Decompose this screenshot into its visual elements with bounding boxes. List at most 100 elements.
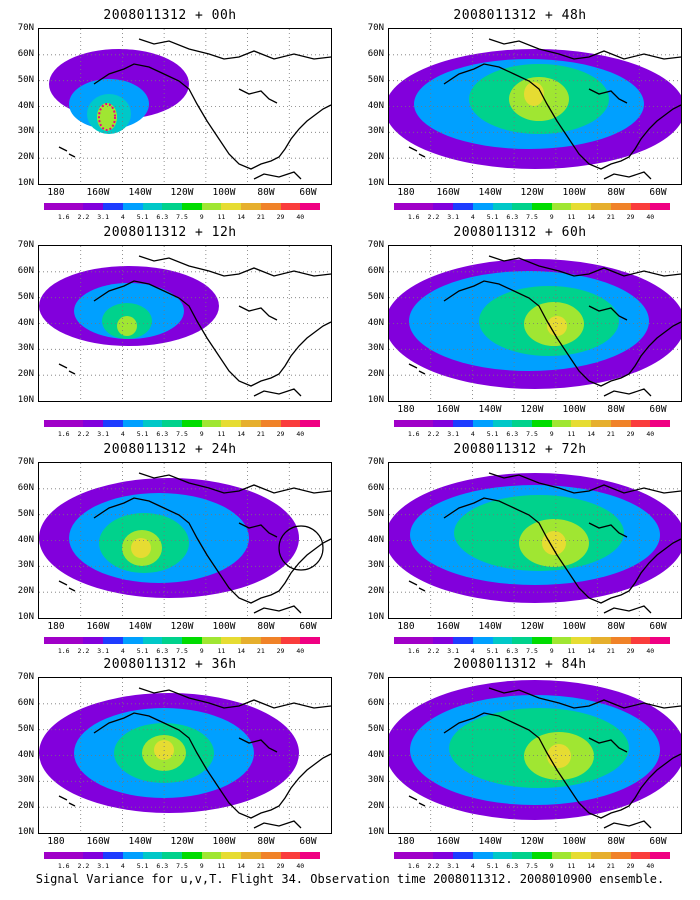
- colorbar-label: 3.1: [97, 213, 110, 221]
- colorbar-swatch: [472, 637, 493, 644]
- panel-title: 2008011312 + 84h: [453, 657, 587, 672]
- variance-map: [38, 677, 332, 834]
- colorbar-swatch: [103, 420, 123, 427]
- colorbar-label: 2.2: [427, 647, 440, 655]
- panel-title: 2008011312 + 72h: [453, 442, 587, 457]
- colorbar-swatch: [551, 637, 572, 644]
- colorbar-swatch: [221, 203, 242, 210]
- colorbar-swatch: [280, 852, 301, 859]
- colorbar-swatch: [63, 203, 84, 210]
- colorbar-label: 9: [199, 213, 204, 221]
- lat-tick-label: 40N: [17, 317, 34, 328]
- coastline: [408, 255, 681, 397]
- colorbar-label: 2.2: [77, 862, 90, 870]
- colorbar-label: 1.6: [57, 862, 70, 870]
- lon-tick-label: 80W: [607, 187, 625, 198]
- lon-tick-label: 160W: [436, 621, 460, 632]
- lon-tick-label: 100W: [562, 621, 586, 632]
- lon-tick-label: 100W: [562, 404, 586, 415]
- colorbar-swatch: [241, 203, 261, 210]
- colorbar-labels: 1.6 2.2 3.1 4 5.1 6.3 7.5 9 11 14 21 29 40: [44, 430, 320, 439]
- colorbar-label: 29: [276, 430, 285, 438]
- lat-tick-label: 60N: [367, 697, 384, 708]
- lat-tick-label: 40N: [17, 749, 34, 760]
- lat-tick-label: 60N: [367, 48, 384, 59]
- colorbar: [394, 203, 671, 210]
- lat-tick-label: 10N: [17, 178, 34, 188]
- colorbar-swatch: [300, 420, 321, 427]
- colorbar-swatch: [241, 420, 261, 427]
- colorbar-swatch: [103, 852, 123, 859]
- colorbar-swatch: [433, 203, 454, 210]
- colorbar-label: 11: [567, 862, 576, 870]
- colorbar-label: 21: [256, 213, 265, 221]
- colorbar-label: 4: [120, 647, 125, 655]
- panel-title: 2008011312 + 36h: [103, 657, 237, 672]
- colorbar-swatch: [630, 852, 651, 859]
- colorbar-label: 2.2: [427, 430, 440, 438]
- variance-map: [388, 28, 682, 185]
- colorbar-labels: 1.6 2.2 3.1 4 5.1 6.3 7.5 9 11 14 21 29 40: [44, 647, 320, 656]
- colorbar-swatch: [394, 420, 414, 427]
- lat-tick-label: 50N: [17, 291, 34, 302]
- colorbar-label: 1.6: [57, 430, 70, 438]
- coastline: [58, 255, 331, 397]
- colorbar-swatch: [630, 420, 651, 427]
- colorbar-swatch: [492, 852, 513, 859]
- lat-tick-label: 10N: [17, 827, 34, 837]
- colorbar-label: 6.3: [506, 213, 519, 221]
- lon-tick-label: 160W: [86, 836, 110, 847]
- colorbar-label: 2.2: [77, 430, 90, 438]
- colorbar-label: 21: [606, 862, 615, 870]
- colorbar-swatch: [413, 852, 434, 859]
- lat-tick-label: 20N: [17, 801, 34, 812]
- colorbar-label: 29: [626, 430, 635, 438]
- colorbar-label: 1.6: [407, 213, 420, 221]
- coastline: [58, 687, 331, 829]
- colorbar: [44, 852, 321, 859]
- colorbar-swatch: [122, 420, 143, 427]
- lat-tick-label: 20N: [17, 152, 34, 163]
- colorbar-label: 21: [256, 430, 265, 438]
- lat-tick-label: 70N: [17, 457, 34, 467]
- panel-title: 2008011312 + 24h: [103, 442, 237, 457]
- lon-tick-label: 140W: [128, 187, 152, 198]
- coastline: [408, 38, 681, 180]
- colorbar-label: 4: [120, 430, 125, 438]
- lat-tick-label: 10N: [367, 612, 384, 622]
- colorbar-label: 4: [470, 862, 475, 870]
- colorbar-label: 3.1: [97, 647, 110, 655]
- lat-tick-label: 50N: [17, 74, 34, 85]
- colorbar-label: 11: [567, 430, 576, 438]
- lon-tick-label: 160W: [436, 404, 460, 415]
- variance-contour: [542, 531, 566, 555]
- colorbar-swatch: [300, 637, 321, 644]
- lon-tick-label: 180: [47, 836, 65, 847]
- colorbar-swatch: [413, 203, 434, 210]
- colorbar-label: 6.3: [156, 430, 169, 438]
- colorbar-label: 14: [587, 213, 596, 221]
- lon-tick-label: 60W: [649, 187, 667, 198]
- lon-tick-label: 80W: [257, 836, 275, 847]
- colorbar-label: 9: [549, 862, 554, 870]
- lat-tick-label: 20N: [17, 586, 34, 597]
- colorbar-label: 3.1: [97, 430, 110, 438]
- colorbar-swatch: [413, 637, 434, 644]
- colorbar-swatch: [142, 637, 163, 644]
- colorbar: [394, 852, 671, 859]
- map-panel: 2008011312 + 24h 70N 60N 50N 40N 30N 20N 10N 180…: [0, 442, 340, 657]
- colorbar-swatch: [260, 420, 281, 427]
- map-panel: 2008011312 + 12h 70N 60N 50N 40N 30N 20N 10N 1.6…: [0, 225, 340, 440]
- colorbar-label: 3.1: [447, 862, 460, 870]
- lon-tick-label: 100W: [212, 621, 236, 632]
- colorbar-label: 40: [296, 862, 305, 870]
- colorbar-swatch: [162, 420, 183, 427]
- lat-tick-label: 70N: [17, 672, 34, 682]
- lat-tick-label: 30N: [17, 560, 34, 571]
- lon-tick-label: 100W: [562, 836, 586, 847]
- colorbar-swatch: [103, 637, 123, 644]
- colorbar-label: 7.5: [526, 862, 538, 870]
- colorbar-swatch: [591, 420, 611, 427]
- colorbar-swatch: [182, 852, 202, 859]
- lat-tick-label: 40N: [367, 534, 384, 545]
